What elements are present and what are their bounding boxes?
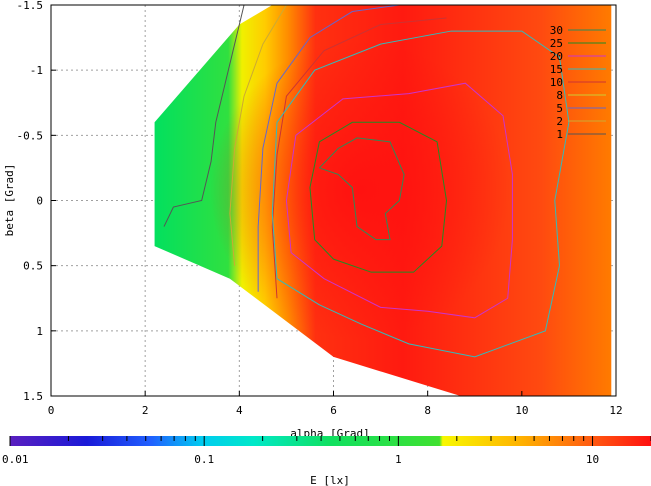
x-tick-label: 2 bbox=[142, 404, 149, 417]
x-tick-label: 8 bbox=[424, 404, 431, 417]
legend-label: 10 bbox=[550, 76, 563, 89]
legend-label: 15 bbox=[550, 63, 563, 76]
colorbar-tick-label: 0.1 bbox=[194, 453, 214, 466]
colorbar-tick-label: 1 bbox=[395, 453, 402, 466]
y-tick-label: 0.5 bbox=[23, 260, 43, 273]
contour-line-25 bbox=[309, 121, 448, 273]
colorbar-tick-label: 10 bbox=[586, 453, 599, 466]
colorbar bbox=[10, 436, 651, 446]
legend-label: 5 bbox=[556, 102, 563, 115]
colorbar-label: E [lx] bbox=[310, 474, 350, 486]
colorbar-tick-label: 0.01 bbox=[2, 453, 29, 466]
y-tick-label: 1.5 bbox=[23, 390, 43, 403]
y-axis: -1.5 -1 -0.5 0 0.5 1 1.5 bbox=[17, 0, 56, 403]
y-tick-label: -0.5 bbox=[17, 129, 44, 142]
contour-line-30 bbox=[319, 137, 405, 241]
contour-line-15 bbox=[271, 30, 570, 358]
legend-label: 8 bbox=[556, 89, 563, 102]
contour-line-20 bbox=[285, 82, 513, 319]
x-tick-label: 4 bbox=[236, 404, 243, 417]
contour-line-2 bbox=[229, 5, 287, 266]
legend-label: 25 bbox=[550, 37, 563, 50]
y-tick-label: -1 bbox=[30, 64, 43, 77]
x-tick-label: 12 bbox=[609, 404, 622, 417]
x-axis: 0 2 4 6 8 10 12 bbox=[48, 391, 623, 417]
x-tick-label: 0 bbox=[48, 404, 55, 417]
legend-label: 30 bbox=[550, 24, 563, 37]
contour-lines bbox=[163, 5, 570, 358]
contour-line-1 bbox=[163, 5, 245, 227]
legend-label: 2 bbox=[556, 115, 563, 128]
colorbar-ticks: 0.01 0.1 1 10 bbox=[2, 436, 651, 466]
contour-line-5 bbox=[257, 5, 400, 292]
y-axis-label: beta [Grad] bbox=[3, 164, 16, 237]
legend-label: 20 bbox=[550, 50, 563, 63]
legend-label: 1 bbox=[556, 128, 563, 141]
y-tick-label: -1.5 bbox=[17, 0, 44, 12]
y-tick-label: 0 bbox=[36, 195, 43, 208]
x-tick-label: 6 bbox=[330, 404, 337, 417]
y-tick-label: 1 bbox=[36, 325, 43, 338]
heatmap-area bbox=[154, 5, 612, 396]
x-tick-label: 10 bbox=[515, 404, 528, 417]
heatmap-hotspot bbox=[154, 5, 612, 396]
contour-line-10 bbox=[271, 17, 447, 299]
